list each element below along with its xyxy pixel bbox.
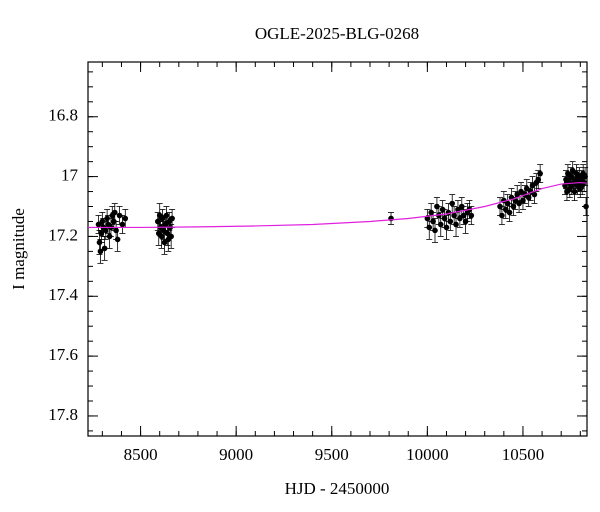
data-point [113,227,119,234]
data-point [158,233,165,240]
data-point [159,215,166,222]
data-point [168,233,174,240]
data-point [99,218,106,225]
y-axis-label: I magnitude [9,208,28,290]
data-point [424,215,431,222]
x-tick-label: 10000 [406,445,449,464]
data-point [537,170,543,177]
y-tick-label: 17.6 [48,345,78,364]
y-tick-label: 17.4 [48,285,78,304]
data-point [98,230,105,237]
data-point [119,221,126,228]
data-point [453,221,459,228]
x-tick-label: 10500 [502,445,545,464]
data-point [101,245,108,252]
data-point [525,194,532,201]
data-point [426,224,433,231]
data-point [164,230,171,237]
data-point [97,248,104,255]
x-tick-label: 9000 [219,445,253,464]
data-point [457,215,463,222]
chart-title: OGLE-2025-BLG-0268 [255,24,419,43]
data-point [104,215,110,222]
data-point [447,218,454,225]
data-point [111,209,118,216]
model-curve [88,181,588,229]
y-tick-label: 17 [61,165,79,184]
y-tick-label: 17.8 [48,405,78,424]
data-point [114,236,121,243]
data-point [460,212,467,219]
plot-frame [87,61,588,437]
data-point [506,209,513,216]
data-point [163,212,170,219]
data-point [161,239,168,246]
data-point [583,203,589,210]
data-point [582,173,588,180]
data-point [520,197,526,204]
data-point [451,212,457,219]
x-axis-label: HJD - 2450000 [285,479,390,498]
data-point [510,203,517,210]
data-point [432,227,438,234]
data-point [122,215,129,222]
data-point [531,191,538,198]
data-point [441,215,448,222]
data-point [468,212,475,219]
data-point [102,227,109,234]
data-point [437,221,444,228]
data-point [502,206,509,213]
x-tick-label: 8500 [124,445,158,464]
data-point [516,200,522,207]
data-point [449,200,456,207]
data-point [535,176,542,183]
data-point [169,215,175,222]
data-point [499,212,505,219]
y-tick-label: 17.2 [48,225,78,244]
data-point [571,188,578,195]
data-point [430,218,436,225]
y-tick-label: 16.8 [48,106,78,125]
data-point [443,224,450,231]
x-tick-label: 9500 [315,445,349,464]
